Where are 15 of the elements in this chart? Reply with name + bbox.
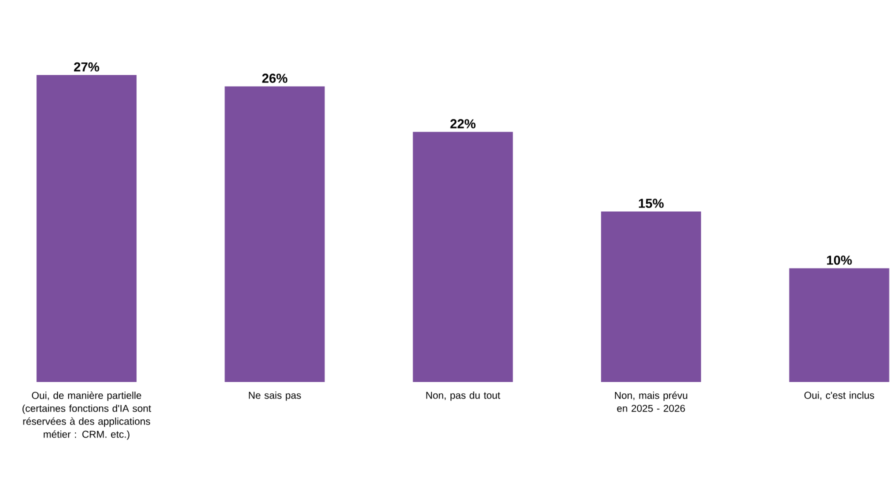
bar [224, 86, 325, 382]
x-tick-label: Ne sais pas [248, 392, 301, 401]
x-tick-label: Non, pas du tout [426, 392, 500, 401]
bar [36, 75, 137, 382]
bar [601, 211, 702, 382]
bar [789, 268, 890, 382]
bar [412, 132, 513, 382]
data-label: 26% [262, 74, 288, 83]
data-label: 15% [638, 198, 664, 208]
data-label: 22% [450, 119, 476, 128]
data-label: 27% [74, 62, 100, 72]
x-tick-label: Oui, de manière partielle (certaines fonctions d'IA sont réservées à des applications métier : CRM. etc.) [22, 392, 152, 440]
data-label: 10% [827, 256, 852, 265]
x-tick-label: Non, mais prévu en 2025 - 2026 [615, 392, 688, 412]
x-tick-label: Oui, c'est inclus [804, 392, 874, 400]
